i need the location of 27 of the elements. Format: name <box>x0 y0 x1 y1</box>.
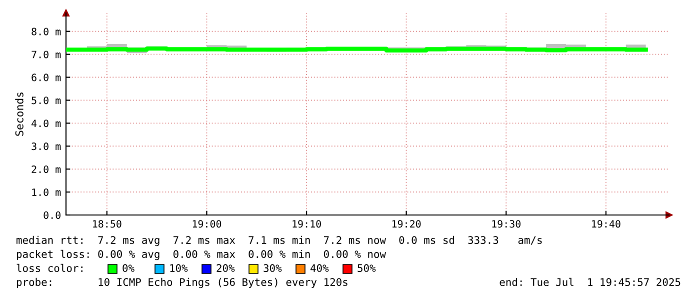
x-tick-label: 19:00 <box>192 220 222 228</box>
y-tick-label: 8.0 m <box>32 28 61 36</box>
y-axis-title: Seconds <box>15 92 24 136</box>
y-tick-label: 6.0 m <box>32 74 61 82</box>
legend-label: 20% <box>216 264 235 272</box>
y-tick-label: 5.0 m <box>32 96 61 104</box>
text: packet loss: 0.00 % avg 0.00 % max 0.00 % min 0.00 % now <box>16 250 386 260</box>
text: median rtt: 7.2 ms avg 7.2 ms max 7.1 ms min 7.2 ms now 0.0 ms sd 333.3 am/s <box>16 236 542 246</box>
legend-label: 40% <box>310 264 329 272</box>
y-tick-label: 4.0 m <box>32 120 61 128</box>
y-tick-label: 2.0 m <box>32 165 61 174</box>
text: probe: 10 ICMP Echo Pings (56 Bytes) every 120s <box>16 278 348 288</box>
legend-title: loss color: <box>16 264 82 272</box>
x-tick-label: 19:20 <box>392 220 421 228</box>
x-tick-label: 19:10 <box>292 220 321 228</box>
legend-label: 0% <box>122 264 134 272</box>
legend-label: 30% <box>264 264 282 272</box>
legend-label: 10% <box>170 264 188 272</box>
y-tick-label: 3.0 m <box>32 142 61 150</box>
x-tick-label: 18:50 <box>93 220 122 228</box>
y-tick-label: 1.0 m <box>32 188 61 196</box>
text: end: Tue Jul 1 19:45:57 2025 <box>500 278 680 286</box>
x-tick-label: 19:40 <box>592 220 620 228</box>
legend-label: 50% <box>358 264 376 272</box>
x-tick-label: 19:30 <box>492 220 521 228</box>
y-tick-label: 7.0 m <box>32 50 61 58</box>
y-tick-label: 0.0 <box>44 211 60 219</box>
